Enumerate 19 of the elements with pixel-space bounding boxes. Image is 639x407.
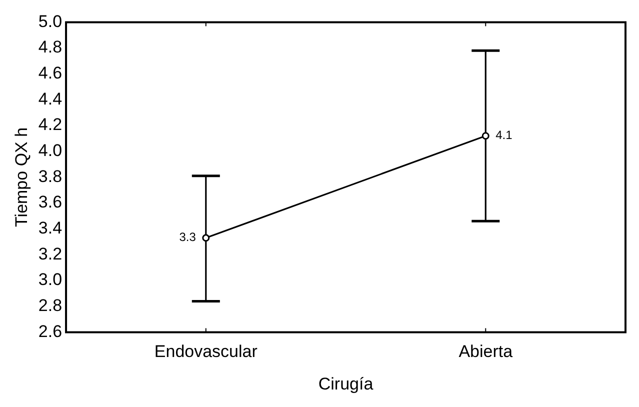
x-tick-label: Endovascular — [154, 342, 258, 362]
y-axis-title: Tiempo QX h — [12, 127, 31, 227]
y-tick-label: 4.6 — [38, 64, 62, 83]
y-tick-label: 2.8 — [38, 296, 62, 316]
y-tick-label: 3.8 — [38, 166, 62, 186]
y-tick-label: 4.8 — [38, 38, 62, 57]
y-tick-label: 4.2 — [38, 115, 62, 134]
y-tick-label: 3.0 — [38, 270, 62, 290]
x-tick-label: Abierta — [458, 342, 514, 362]
y-tick-label: 4.0 — [38, 141, 62, 160]
y-tick-label: 5.0 — [38, 12, 62, 31]
y-tick-label: 3.2 — [38, 244, 62, 264]
x-axis-title: Cirugía — [318, 374, 374, 394]
y-tick-label: 3.6 — [38, 192, 62, 212]
y-tick-label: 3.4 — [38, 218, 62, 238]
y-tick-label: 2.6 — [38, 322, 62, 341]
data-label: 3.3 — [179, 230, 196, 244]
data-label: 4.1 — [496, 128, 513, 142]
y-tick-label: 4.4 — [38, 89, 62, 108]
